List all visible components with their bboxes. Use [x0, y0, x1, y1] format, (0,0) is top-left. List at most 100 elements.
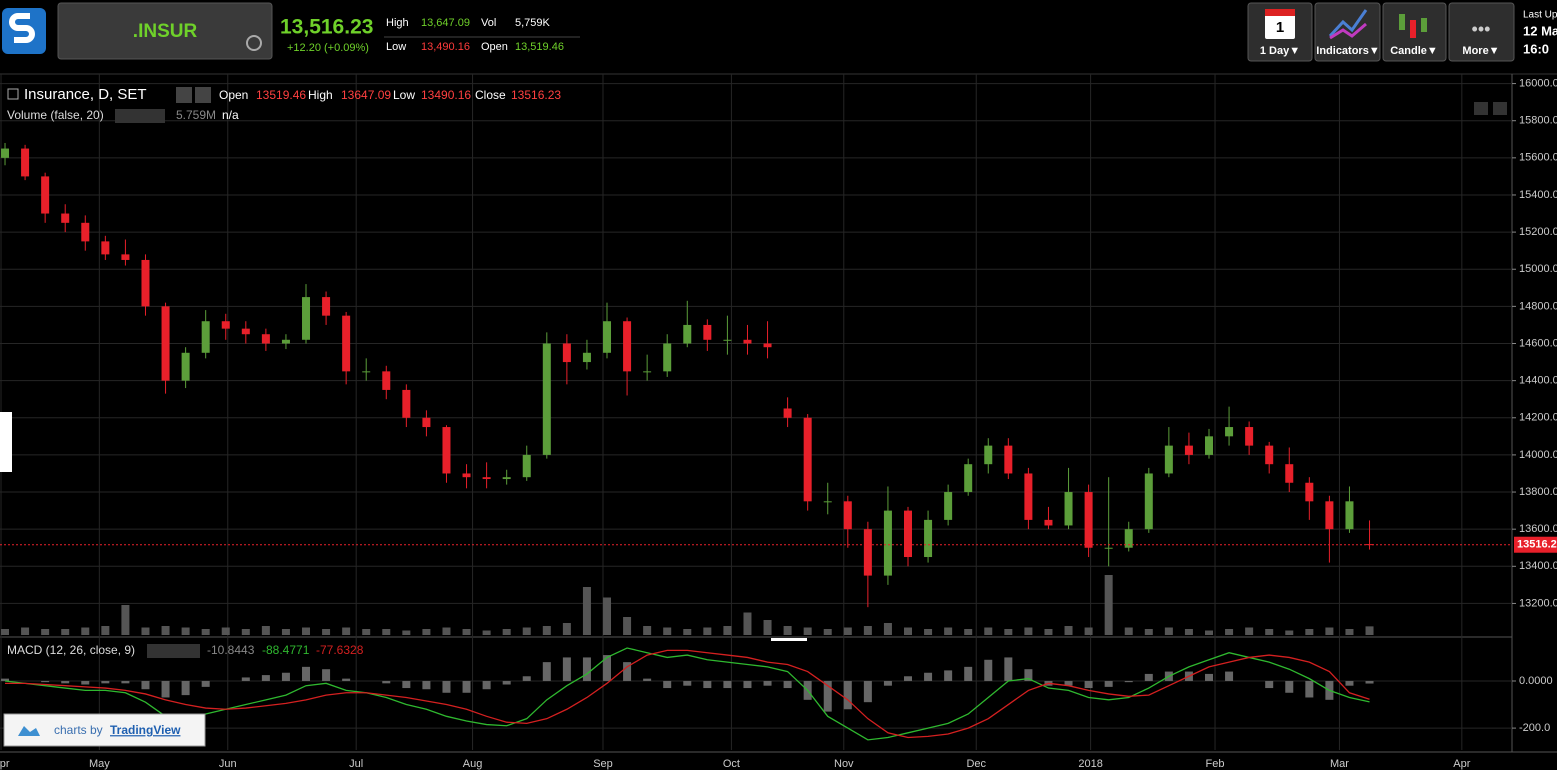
volume-bar	[1024, 627, 1033, 635]
candle-body	[522, 454, 531, 478]
macd-histogram	[482, 680, 491, 690]
volume-bar	[1325, 627, 1334, 635]
volume-bar	[181, 627, 190, 635]
indicators-label: Indicators▼	[1316, 45, 1379, 57]
candle-body	[1325, 501, 1334, 530]
volume-bar	[582, 587, 591, 635]
volume-bar	[121, 605, 130, 635]
candle-body	[81, 222, 90, 242]
volume-bar	[603, 597, 612, 635]
scroll-handle[interactable]	[771, 638, 807, 641]
macd-histogram	[643, 678, 652, 681]
open-label: Open	[481, 41, 508, 53]
volume-bar	[342, 627, 351, 635]
volume-bar	[623, 617, 632, 635]
credit-badge[interactable]	[3, 713, 206, 747]
scroll-up[interactable]	[1493, 102, 1507, 115]
candle-body	[462, 473, 471, 478]
candle-body	[322, 297, 331, 316]
volume-bar	[21, 627, 30, 635]
candle-body	[41, 176, 50, 214]
candle-body	[843, 501, 852, 530]
candle-body	[603, 321, 612, 353]
settings-icon[interactable]	[195, 87, 211, 103]
volume-bar	[1004, 629, 1013, 635]
candle-body	[482, 477, 491, 480]
volume-bar	[1084, 627, 1093, 635]
volume-bar	[1144, 629, 1153, 635]
macd-histogram	[402, 680, 411, 689]
volume-bar	[61, 629, 70, 635]
candle-body	[984, 445, 993, 465]
macd-histogram	[1305, 680, 1314, 698]
macd-histogram	[582, 657, 591, 681]
candle-body	[1144, 473, 1153, 530]
y-tick-label: 14800.0	[1519, 300, 1557, 312]
macd-histogram	[562, 657, 571, 681]
x-tick-label: Apr	[0, 758, 10, 770]
more-label: More▼	[1462, 45, 1499, 57]
candle-body	[944, 492, 953, 520]
credit-brand[interactable]: TradingView	[110, 723, 181, 737]
volume-bar	[522, 627, 531, 635]
candle-body	[964, 464, 973, 493]
macd-histogram	[703, 680, 712, 689]
volume-bar	[783, 626, 792, 635]
macd-histogram	[1285, 680, 1294, 693]
candle-body	[402, 389, 411, 418]
candle-body	[663, 343, 672, 372]
candle-body	[121, 254, 130, 260]
side-tab[interactable]	[0, 412, 12, 472]
open-value: 13,519.46	[515, 41, 564, 53]
macd-tick-label: 0.0000	[1519, 675, 1553, 687]
volume-bar	[402, 630, 411, 635]
volume-bar	[1104, 575, 1113, 635]
macd-histogram	[141, 680, 150, 690]
macd-histogram	[1024, 669, 1033, 681]
interval-label: 1 Day▼	[1260, 45, 1300, 57]
macd-histogram	[663, 680, 672, 689]
eye-icon[interactable]	[176, 87, 192, 103]
macd-histogram	[924, 672, 933, 681]
candle-body	[21, 148, 30, 177]
candle-body	[1245, 427, 1254, 446]
volume-bar	[944, 627, 953, 635]
candle-body	[1064, 492, 1073, 526]
x-tick-label: Nov	[834, 758, 854, 770]
high-value: 13,647.09	[421, 17, 470, 29]
x-tick-label: Apr	[1453, 758, 1470, 770]
candle-body	[623, 321, 632, 372]
macd-histogram	[241, 677, 250, 681]
volume-bar	[562, 623, 571, 635]
symbol-box[interactable]	[57, 2, 273, 60]
macd-histogram	[81, 680, 90, 685]
change: +12.20 (+0.09%)	[287, 42, 369, 54]
volume-bar	[322, 629, 331, 635]
candle-body	[1305, 482, 1314, 502]
scroll-down[interactable]	[1474, 102, 1488, 115]
macd-histogram	[863, 680, 872, 703]
candle-body	[783, 408, 792, 418]
volume-last: 5.759M	[176, 108, 216, 122]
macd-histogram	[603, 655, 612, 681]
volume-icons[interactable]	[115, 109, 165, 123]
macd-histogram	[823, 680, 832, 712]
y-tick-label: 14200.0	[1519, 412, 1557, 424]
candle-body	[382, 371, 391, 390]
macd-histogram	[1265, 680, 1274, 689]
more-button[interactable]	[1448, 2, 1515, 62]
volume-bar	[1164, 627, 1173, 635]
candle-body	[803, 417, 812, 502]
candle-body	[1044, 519, 1053, 526]
candle-body	[542, 343, 551, 455]
collapse-icon[interactable]	[7, 88, 19, 100]
volume-bar	[1044, 629, 1053, 635]
macd-icons[interactable]	[147, 644, 200, 658]
macd-histogram	[763, 680, 772, 686]
last-price-label: 13516.23	[1517, 539, 1557, 551]
refresh-icon[interactable]	[246, 35, 262, 51]
volume-bar	[1184, 629, 1193, 635]
macd-histogram	[322, 669, 331, 681]
volume-bar	[1204, 630, 1213, 635]
candle-body	[201, 321, 210, 353]
